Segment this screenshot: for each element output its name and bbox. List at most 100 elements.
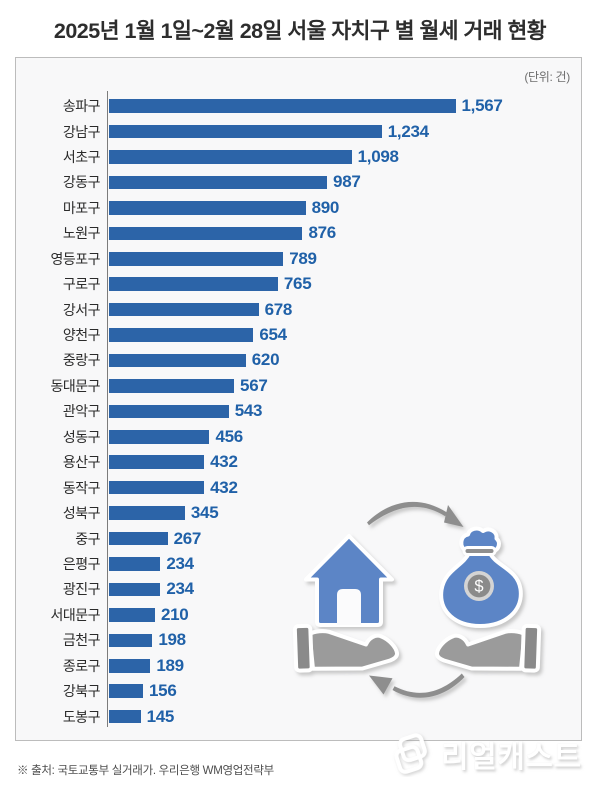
right-cuff bbox=[520, 623, 542, 673]
house-door bbox=[337, 589, 361, 625]
district-bar bbox=[108, 99, 456, 113]
district-bar bbox=[108, 379, 235, 393]
district-value: 210 bbox=[161, 604, 189, 624]
district-value: 987 bbox=[333, 172, 361, 192]
district-bar bbox=[108, 608, 155, 622]
district-bar bbox=[108, 150, 352, 164]
district-bar bbox=[108, 353, 246, 368]
district-label: 중구 bbox=[75, 530, 100, 547]
chart-row: 노원구 876 bbox=[16, 221, 581, 246]
district-label: 은평구 bbox=[62, 555, 101, 572]
district-label: 서초구 bbox=[62, 148, 101, 165]
chart-row: 도봉구 145 bbox=[16, 704, 581, 729]
district-bar bbox=[108, 404, 229, 419]
exchange-arrow-bottom bbox=[369, 673, 465, 698]
district-value: 890 bbox=[311, 197, 340, 217]
right-palm bbox=[434, 629, 527, 671]
district-bar bbox=[108, 328, 254, 342]
chart-row: 송파구 1,567 bbox=[16, 93, 581, 118]
realcast-watermark: 리얼캐스트 bbox=[392, 729, 582, 779]
chart-row: 중구 267 bbox=[16, 526, 581, 551]
district-bar bbox=[108, 430, 210, 444]
chart-row: 강북구 156 bbox=[16, 678, 581, 703]
district-bar bbox=[108, 175, 328, 190]
district-label: 구로구 bbox=[62, 276, 101, 293]
district-value: 189 bbox=[156, 655, 184, 675]
money-bag-top bbox=[459, 526, 501, 554]
district-label: 광진구 bbox=[62, 581, 101, 598]
district-value: 234 bbox=[166, 579, 194, 599]
hand-holding-house bbox=[292, 534, 400, 673]
district-value: 145 bbox=[146, 706, 175, 726]
chart-row: 영등포구 789 bbox=[16, 246, 581, 271]
house-money-exchange-illustration: $ bbox=[292, 501, 542, 698]
district-bar bbox=[108, 531, 168, 546]
district-value: 654 bbox=[259, 325, 287, 345]
left-cuff bbox=[292, 623, 314, 673]
district-value: 620 bbox=[251, 350, 280, 370]
chart-row: 은평구 234 bbox=[16, 551, 581, 576]
chart-row: 성북구 345 bbox=[16, 500, 581, 525]
district-label: 성동구 bbox=[62, 428, 101, 445]
district-bar bbox=[108, 709, 141, 724]
chart-row: 강서구 678 bbox=[16, 297, 581, 322]
chart-row: 강동구 987 bbox=[16, 170, 581, 195]
district-label: 노원구 bbox=[62, 225, 101, 242]
district-label: 강북구 bbox=[62, 683, 101, 700]
chart-row: 동작구 432 bbox=[16, 475, 581, 500]
district-value: 198 bbox=[158, 630, 186, 650]
district-bar bbox=[108, 557, 161, 571]
chart-row: 중랑구 620 bbox=[16, 348, 581, 373]
chart-rows: 송파구 1,567 강남구 1,234 서초구 1,098 강동구 987 마포구 890 노원구 8… bbox=[16, 93, 581, 729]
district-bar bbox=[108, 480, 205, 495]
coin-inner-disc bbox=[467, 574, 491, 598]
district-bar bbox=[108, 506, 185, 520]
district-value: 765 bbox=[283, 274, 312, 294]
district-label: 동대문구 bbox=[50, 377, 100, 394]
chart-row: 광진구 234 bbox=[16, 577, 581, 602]
source-note: ※ 출처: 국토교통부 실거래가. 우리은행 WM영업전략부 bbox=[17, 765, 274, 777]
district-bar bbox=[108, 201, 306, 215]
district-bar bbox=[108, 582, 161, 597]
district-label: 강동구 bbox=[62, 174, 101, 191]
district-value: 432 bbox=[210, 452, 238, 472]
district-bar bbox=[108, 633, 153, 648]
chart-row: 양천구 654 bbox=[16, 322, 581, 347]
dollar-sign: $ bbox=[474, 578, 483, 596]
chart-y-axis-line bbox=[106, 91, 109, 727]
district-label: 서대문구 bbox=[50, 606, 100, 623]
page-title: 2025년 1월 1일~2월 28일 서울 자치구 별 월세 거래 현황 bbox=[53, 19, 547, 43]
district-value: 876 bbox=[308, 223, 336, 243]
chart-row: 관악구 543 bbox=[16, 399, 581, 424]
chart-row: 동대문구 567 bbox=[16, 373, 581, 398]
district-label: 양천구 bbox=[62, 327, 101, 344]
district-bar bbox=[108, 658, 151, 673]
district-label: 동작구 bbox=[62, 479, 101, 496]
left-palm bbox=[307, 629, 400, 671]
district-bar bbox=[108, 302, 259, 317]
district-bar bbox=[108, 124, 382, 139]
watermark-text: 리얼캐스트 bbox=[441, 741, 582, 774]
district-value: 156 bbox=[149, 681, 177, 701]
unit-label: (단위: 건) bbox=[524, 70, 570, 84]
district-value: 345 bbox=[190, 503, 219, 523]
chart-row: 구로구 765 bbox=[16, 271, 581, 296]
district-value: 456 bbox=[215, 426, 243, 446]
district-value: 567 bbox=[240, 375, 268, 395]
district-label: 성북구 bbox=[62, 505, 101, 522]
district-value: 1,234 bbox=[387, 121, 429, 141]
district-label: 종로구 bbox=[62, 657, 101, 674]
district-value: 678 bbox=[264, 299, 293, 319]
district-bar bbox=[108, 455, 205, 470]
money-bag-tie bbox=[462, 546, 497, 556]
district-bar bbox=[108, 226, 303, 241]
chart-row: 성동구 456 bbox=[16, 424, 581, 449]
district-value: 267 bbox=[173, 528, 202, 548]
district-label: 강남구 bbox=[62, 123, 101, 140]
district-label: 용산구 bbox=[62, 454, 101, 471]
district-label: 송파구 bbox=[62, 98, 101, 115]
district-label: 강서구 bbox=[62, 301, 101, 318]
hand-holding-money-bag: $ bbox=[434, 526, 542, 673]
district-bar bbox=[108, 251, 284, 266]
